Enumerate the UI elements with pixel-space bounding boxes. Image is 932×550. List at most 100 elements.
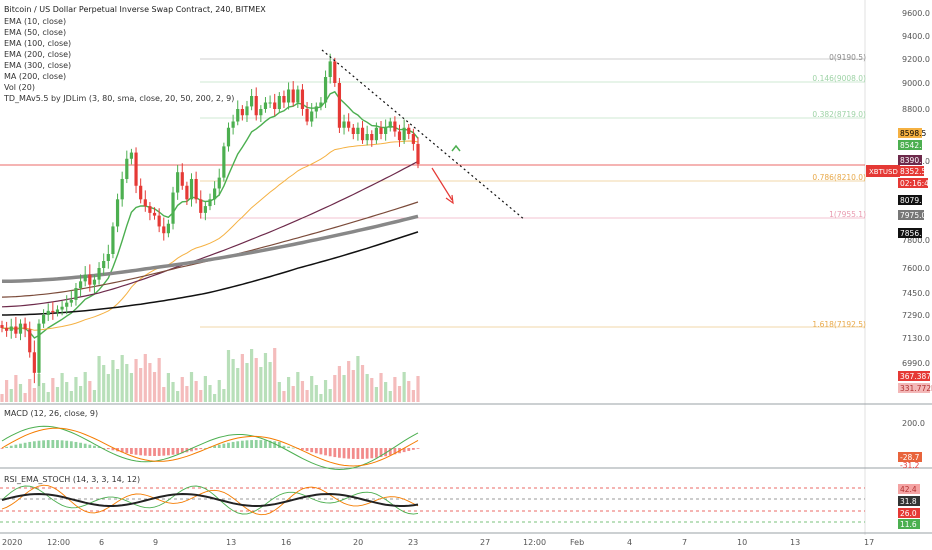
drawings[interactable] — [321, 49, 526, 221]
candle-body — [402, 127, 406, 141]
macd-histogram-bar — [393, 448, 397, 455]
macd-histogram-bar — [356, 448, 360, 459]
volume-bar — [152, 372, 157, 402]
macd-histogram-bar — [176, 448, 180, 455]
volume-bar — [134, 359, 138, 402]
candle-body — [171, 192, 175, 224]
volume-bar — [277, 382, 281, 402]
macd-pane — [0, 425, 420, 471]
volume-bar — [314, 385, 318, 402]
macd-histogram-bar — [143, 448, 147, 456]
macd-histogram-bar — [388, 448, 392, 456]
candle-body — [78, 281, 83, 288]
volume-bar — [384, 382, 388, 402]
candle-body — [185, 185, 189, 200]
candle-body — [411, 134, 415, 144]
candle-body — [347, 121, 351, 128]
volume-bar — [388, 391, 392, 402]
time-tick: Feb — [570, 538, 584, 547]
volume-bar — [286, 377, 291, 402]
price-tick: 7290.0 — [902, 311, 930, 320]
macd-histogram-bar — [319, 448, 323, 455]
volume-bar — [213, 394, 217, 402]
volume-bar — [236, 368, 240, 402]
volume-bar — [231, 359, 235, 402]
volume-bar — [370, 378, 374, 402]
price-badge-ema300 — [898, 210, 924, 220]
candle-body — [162, 226, 166, 234]
price-tick: 9200.0 — [902, 55, 930, 64]
rsi-stoch-k-line — [1, 485, 419, 515]
indicator-ema10[interactable]: EMA (10, close) — [4, 17, 66, 26]
candle-body — [23, 323, 27, 330]
volume-bar — [88, 381, 92, 402]
candle-body — [365, 134, 369, 141]
ema50-line — [1, 140, 419, 331]
price-badge-ma200 — [898, 195, 922, 205]
indicator-td-ma[interactable]: TD_MAv5.5 by JDLim (3, 80, sma, close, 2… — [3, 94, 234, 103]
candle-body — [120, 178, 124, 200]
time-tick: 12:00 — [523, 538, 546, 547]
volume-badge — [898, 371, 930, 381]
volume-bar — [28, 379, 32, 402]
macd-histogram-bar — [268, 440, 272, 448]
indicator-volume[interactable]: Vol (20) — [4, 83, 35, 92]
time-tick: 13 — [790, 538, 800, 547]
price-badge-text: 8542.5 — [900, 141, 926, 150]
candle-body — [226, 127, 231, 147]
rsi-badge-text: 26.0 — [900, 509, 917, 518]
macd-histogram-bar — [236, 441, 240, 448]
volume-bar — [222, 389, 226, 402]
macd-histogram-bar — [111, 448, 115, 451]
macd-histogram-bar — [301, 448, 304, 450]
time-tick: 12:00 — [47, 538, 70, 547]
volume-bar — [9, 389, 13, 402]
time-tick: 2020 — [2, 538, 22, 547]
volume-bar — [305, 390, 309, 402]
macd-histogram-bar — [79, 442, 82, 448]
candle-body — [268, 102, 272, 104]
candle-body — [125, 158, 129, 179]
indicator-ma200[interactable]: MA (200, close) — [4, 72, 66, 81]
macd-badge — [898, 452, 922, 462]
volume-bar — [323, 380, 328, 402]
volume-bar — [139, 368, 143, 402]
candle-body — [263, 102, 268, 109]
rsi-badge — [898, 508, 920, 518]
macd-histogram-bar — [28, 441, 32, 448]
macd-histogram-bar — [171, 448, 175, 455]
volume-bar — [250, 349, 254, 402]
macd-histogram-bar — [19, 443, 22, 448]
volume-bar — [60, 373, 64, 402]
candle-body — [351, 127, 355, 134]
macd-histogram-bar — [338, 448, 341, 458]
candle-body — [106, 254, 110, 261]
volume-bar — [263, 353, 268, 402]
candle-body — [189, 178, 194, 200]
price-badge-text: 7856.5 — [900, 229, 926, 238]
candle-body — [74, 288, 78, 300]
macd-histogram-bar — [125, 448, 129, 454]
candle-body — [83, 274, 87, 282]
macd-histogram-bar — [194, 448, 198, 451]
candle-body — [203, 206, 207, 213]
macd-histogram-bar — [9, 445, 13, 448]
indicator-ema50[interactable]: EMA (50, close) — [4, 28, 66, 37]
macd-histogram-bar — [213, 445, 217, 448]
macd-title: MACD (12, 26, close, 9) — [4, 409, 98, 418]
macd-histogram-bar — [342, 448, 346, 459]
price-badge-ema50 — [898, 128, 922, 138]
time-tick: 9 — [153, 538, 158, 547]
ema300-line — [2, 214, 419, 284]
volume-bar — [268, 362, 272, 402]
candle-body — [277, 96, 281, 109]
indicator-ema100[interactable]: EMA (100, close) — [4, 39, 71, 48]
price-badge-text: 8598.5 — [900, 129, 926, 138]
macd-tick: 200.0 — [902, 419, 925, 428]
indicator-ema300[interactable]: EMA (300, close) — [4, 61, 71, 70]
indicator-ema200[interactable]: EMA (200, close) — [4, 50, 71, 59]
volume-bar — [166, 373, 170, 402]
macd-signal-text: -31.2 — [900, 461, 920, 470]
volume-bar — [310, 376, 314, 402]
